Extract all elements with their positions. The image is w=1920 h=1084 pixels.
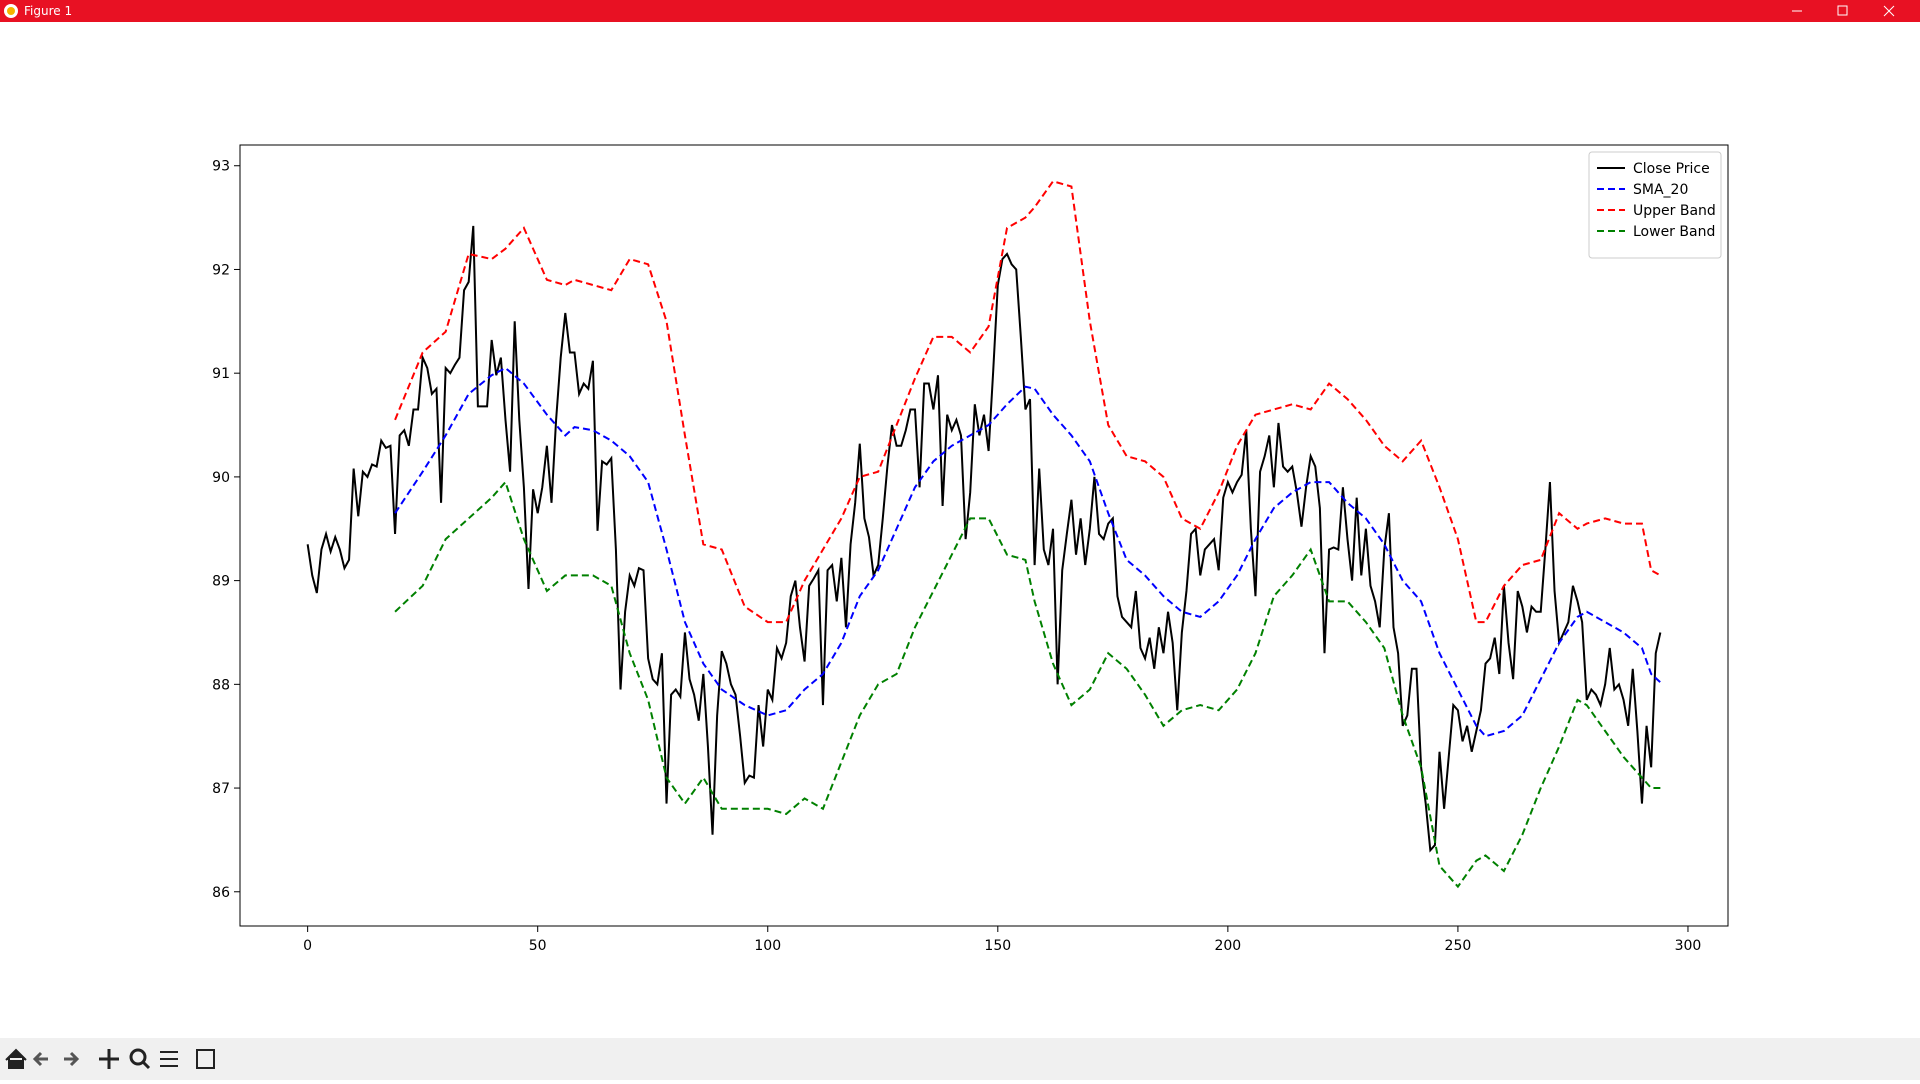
legend-label: SMA_20: [1633, 182, 1688, 198]
y-tick-label: 86: [212, 885, 230, 901]
y-tick-label: 90: [212, 470, 230, 486]
y-tick-label: 93: [212, 159, 230, 175]
toolbar: [0, 1038, 1920, 1080]
configure-button[interactable]: [160, 1051, 178, 1067]
y-tick-label: 87: [212, 781, 230, 797]
home-button[interactable]: [5, 1048, 27, 1069]
chart: 0 50 100 150 200 250 300 86 87 88 89 90 91 92 93 Close …: [212, 144, 1729, 954]
toolbar-icons: [5, 1048, 215, 1070]
plot-area: [240, 145, 1728, 926]
x-tick-label: 0: [303, 938, 312, 954]
series-line: [394, 366, 1662, 738]
window-title: Figure 1: [24, 4, 73, 18]
x-tick-label: 50: [529, 938, 547, 954]
series-line: [394, 480, 1661, 889]
legend-label: Upper Band: [1633, 203, 1716, 219]
forward-button[interactable]: [64, 1051, 80, 1067]
plot-frame: [239, 144, 1729, 927]
save-button[interactable]: [196, 1049, 215, 1069]
x-tick-label: 300: [1675, 938, 1702, 954]
title-bar: Figure 1: [0, 0, 1920, 22]
x-tick-label: 200: [1214, 938, 1241, 954]
close[interactable]: [1883, 5, 1895, 17]
y-tick-label: 89: [212, 574, 230, 590]
app-icon: [4, 4, 18, 18]
window-controls[interactable]: [1780, 0, 1920, 22]
legend-label: Lower Band: [1633, 224, 1715, 240]
pan-button[interactable]: [99, 1049, 119, 1069]
series-line: [306, 225, 1662, 853]
series-line: [394, 180, 1661, 624]
zoom-button[interactable]: [129, 1048, 151, 1070]
x-tick-label: 150: [984, 938, 1011, 954]
y-tick-label: 91: [212, 366, 230, 382]
y-tick-label: 92: [212, 262, 230, 278]
restore[interactable]: [1837, 5, 1848, 16]
back-button[interactable]: [32, 1051, 48, 1067]
x-tick-label: 250: [1445, 938, 1472, 954]
y-tick-label: 88: [212, 677, 230, 693]
x-tick-label: 100: [754, 938, 781, 954]
legend-label: Close Price: [1633, 161, 1710, 177]
